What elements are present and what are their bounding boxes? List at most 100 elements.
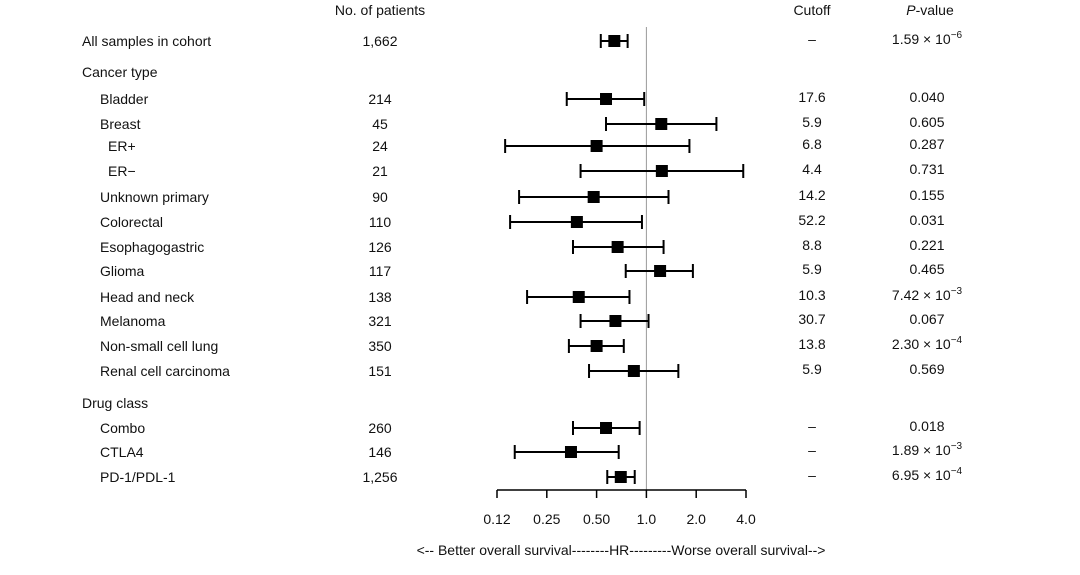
row-cutoff: –: [808, 467, 816, 483]
row-patient-count: 90: [372, 189, 388, 205]
row-pvalue: 0.287: [909, 136, 944, 152]
row-pvalue: 0.067: [909, 311, 944, 327]
row-cutoff: 8.8: [802, 237, 822, 253]
row-pvalue: 0.155: [909, 187, 944, 203]
hr-point: [614, 471, 627, 483]
row-pvalue-base: 1.59 × 10: [892, 31, 951, 47]
row-label: Esophagogastric: [100, 239, 204, 255]
row-patient-count: 214: [368, 91, 392, 107]
row-pvalue: 0.731: [909, 161, 944, 177]
row-pvalue: 1.59 × 10−6: [892, 30, 963, 47]
row-pvalue: 6.95 × 10−4: [892, 466, 963, 483]
x-axis-label: <-- Better overall survival--------HR---…: [417, 542, 826, 558]
row-cutoff: 5.9: [802, 261, 822, 277]
hr-point: [587, 191, 600, 203]
hr-point: [655, 165, 668, 177]
hr-point: [611, 241, 624, 253]
header-pvalue-italic: P: [906, 2, 916, 18]
row-pvalue-base: 0.067: [909, 311, 944, 327]
rows-layer: All samples in cohort 1,662 – 1.59 × 10−6 Ca…: [82, 30, 963, 485]
row-patient-count: 117: [369, 263, 392, 279]
row-pvalue: 2.30 × 10−4: [892, 335, 963, 352]
row-pvalue-base: 0.569: [909, 361, 944, 377]
row-cutoff: 4.4: [802, 161, 822, 177]
row-pvalue-exponent: −3: [951, 286, 963, 297]
row-pvalue-base: 0.031: [909, 212, 944, 228]
row-cutoff: 13.8: [798, 336, 825, 352]
x-tick-label: 0.12: [483, 511, 510, 527]
row-label: Unknown primary: [100, 189, 209, 205]
x-tick-label: 4.0: [736, 511, 756, 527]
row-pvalue-base: 1.89 × 10: [892, 442, 951, 458]
hr-point: [627, 365, 640, 377]
row-pvalue-base: 0.018: [909, 418, 944, 434]
row-pvalue-exponent: −6: [951, 30, 963, 41]
hr-point: [654, 265, 667, 277]
header-patients: No. of patients: [335, 2, 425, 18]
x-tick-label: 0.25: [533, 511, 560, 527]
row-patient-count: 24: [372, 138, 388, 154]
row-patient-count: 321: [368, 313, 392, 329]
header-cutoff: Cutoff: [793, 2, 830, 18]
row-cutoff: 17.6: [798, 89, 825, 105]
row-label: Head and neck: [100, 289, 195, 305]
row-pvalue-base: 0.287: [909, 136, 944, 152]
row-patient-count: 1,256: [362, 469, 397, 485]
row-pvalue-base: 7.42 × 10: [892, 287, 951, 303]
row-pvalue: 0.569: [909, 361, 944, 377]
row-patient-count: 126: [368, 239, 392, 255]
row-pvalue-exponent: −3: [951, 441, 963, 452]
hr-point: [570, 216, 583, 228]
row-pvalue-exponent: −4: [951, 335, 963, 346]
marks-layer: [504, 27, 745, 490]
row-pvalue: 1.89 × 10−3: [892, 441, 963, 458]
row-patient-count: 21: [372, 163, 388, 179]
row-label: Melanoma: [100, 313, 166, 329]
row-label: PD-1/PDL-1: [100, 469, 176, 485]
row-pvalue: 0.031: [909, 212, 944, 228]
row-pvalue: 7.42 × 10−3: [892, 286, 963, 303]
row-pvalue: 0.018: [909, 418, 944, 434]
hr-point: [655, 118, 668, 130]
row-cutoff: 10.3: [798, 287, 825, 303]
header-pvalue-rest: -value: [916, 2, 954, 18]
row-cutoff: 5.9: [802, 361, 822, 377]
x-tick-label: 0.50: [583, 511, 610, 527]
row-patient-count: 350: [368, 338, 392, 354]
hr-point: [600, 93, 613, 105]
row-label: CTLA4: [100, 444, 144, 460]
row-label: Breast: [100, 116, 141, 132]
hr-point: [590, 340, 603, 352]
row-patient-count: 151: [368, 363, 392, 379]
row-pvalue: 0.465: [909, 261, 944, 277]
row-pvalue-base: 0.040: [909, 89, 944, 105]
row-label: Combo: [100, 420, 145, 436]
row-patient-count: 45: [372, 116, 388, 132]
row-cutoff: 6.8: [802, 136, 822, 152]
section-header: Cancer type: [82, 64, 158, 80]
row-label: All samples in cohort: [82, 33, 211, 49]
header-pvalue: P-value: [906, 2, 954, 18]
row-label: Non-small cell lung: [100, 338, 218, 354]
row-pvalue-base: 2.30 × 10: [892, 336, 951, 352]
row-label: Renal cell carcinoma: [100, 363, 230, 379]
row-cutoff: 5.9: [802, 114, 822, 130]
row-label: Glioma: [100, 263, 145, 279]
x-tick-label: 2.0: [686, 511, 706, 527]
row-label: Bladder: [100, 91, 149, 107]
row-cutoff: –: [808, 418, 816, 434]
row-patient-count: 1,662: [362, 33, 397, 49]
hr-point: [600, 422, 613, 434]
hr-point: [609, 315, 622, 327]
hr-point: [590, 140, 603, 152]
row-label: ER+: [108, 138, 136, 154]
row-pvalue-base: 0.731: [909, 161, 944, 177]
row-pvalue-base: 0.221: [909, 237, 944, 253]
row-pvalue-base: 0.155: [909, 187, 944, 203]
x-tick-label: 1.0: [637, 511, 657, 527]
hr-point: [572, 291, 585, 303]
x-axis: 0.12 0.25 0.50 1.0 2.0 4.0: [483, 489, 756, 527]
row-pvalue-base: 6.95 × 10: [892, 467, 951, 483]
